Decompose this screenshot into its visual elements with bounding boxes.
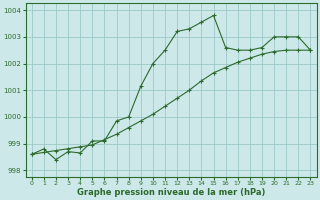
X-axis label: Graphe pression niveau de la mer (hPa): Graphe pression niveau de la mer (hPa) — [77, 188, 265, 197]
